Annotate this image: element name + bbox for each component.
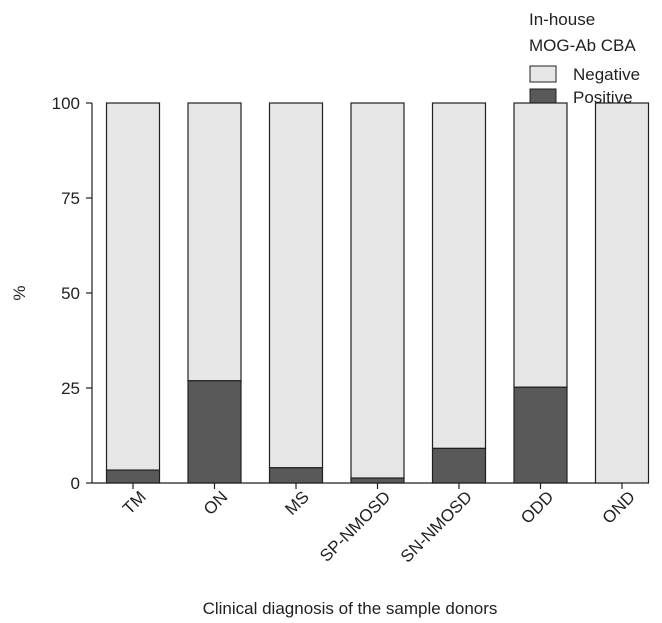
x-tick-label-sp-nmosd: SP-NMOSD (316, 487, 394, 565)
bar-positive-ms (268, 467, 324, 484)
bars (105, 102, 650, 484)
x-tick-label-sn-nmosd: SN-NMOSD (397, 487, 476, 566)
bar-positive-sn-nmosd (431, 447, 487, 484)
x-tick-label-ms: MS (281, 487, 312, 518)
y-tick-label-25: 25 (61, 379, 80, 398)
bar-positive-tm (105, 469, 161, 484)
x-tick-label-ond: OND (599, 487, 639, 527)
y-tick-label-75: 75 (61, 189, 80, 208)
bar-negative-sp-nmosd (350, 102, 405, 479)
legend-swatch-negative (529, 65, 557, 83)
bar-negative-ms (268, 102, 324, 469)
x-axis: TM ON MS SP-NMOSD SN-NMOSD ODD OND Clinical di… (92, 482, 639, 618)
bar-negative-on (187, 102, 242, 382)
bar-positive-odd (513, 386, 568, 484)
y-axis: 0 25 50 75 100 % (10, 94, 93, 493)
y-tick-label-100: 100 (52, 94, 80, 113)
y-tick-label-0: 0 (71, 474, 80, 493)
legend-label-negative: Negative (573, 65, 640, 84)
bar-negative-ond (594, 102, 650, 484)
legend-title-line1: In-house (529, 10, 595, 29)
y-axis-ticks: 0 25 50 75 100 (52, 94, 92, 493)
legend-label-positive: Positive (573, 88, 633, 107)
bar-negative-tm (105, 102, 161, 471)
bar-negative-sn-nmosd (431, 102, 487, 450)
x-axis-ticks: TM ON MS SP-NMOSD SN-NMOSD ODD OND (119, 483, 639, 566)
bar-positive-sp-nmosd (350, 477, 405, 484)
bar-negative-odd (513, 102, 568, 388)
legend: In-house MOG-Ab CBA Negative Positive (529, 10, 640, 107)
y-axis-title: % (10, 285, 29, 300)
y-tick-label-50: 50 (61, 284, 80, 303)
x-tick-label-tm: TM (119, 487, 150, 518)
x-tick-label-on: ON (200, 487, 231, 518)
bar-positive-on (187, 380, 242, 484)
x-axis-title: Clinical diagnosis of the sample donors (203, 599, 498, 618)
x-tick-label-odd: ODD (517, 487, 557, 527)
legend-title-line2: MOG-Ab CBA (529, 36, 636, 55)
